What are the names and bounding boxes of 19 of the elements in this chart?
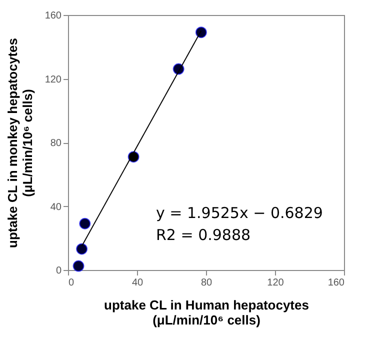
point: [76, 243, 88, 255]
point: [72, 260, 84, 272]
y-tick-label: 40: [50, 202, 62, 213]
x-tick-label: 80: [200, 278, 212, 288]
y-tick-label: 80: [50, 138, 62, 149]
x-tick-label: 40: [132, 278, 144, 288]
point: [195, 26, 207, 38]
x-tick-label: 160: [328, 278, 345, 288]
x-tick-label: 0: [68, 278, 74, 288]
x-tick-label: 120: [267, 278, 284, 288]
y-tick-label: 0: [56, 266, 62, 276]
x-axis-title: uptake CL in Human hepatocytes (μL/min/10⁶ cells): [104, 298, 309, 328]
annotation: R2 = 0.9888: [156, 226, 251, 244]
annotation: y = 1.9525x − 0.6829: [156, 204, 323, 222]
point: [128, 151, 140, 163]
point: [79, 218, 91, 230]
y-tick-label: 120: [44, 74, 62, 86]
y-tick-label: 160: [44, 10, 62, 22]
y-axis-title: uptake CL in monkey hepatocytes (μL/min/10⁶ cells): [4, 38, 35, 248]
